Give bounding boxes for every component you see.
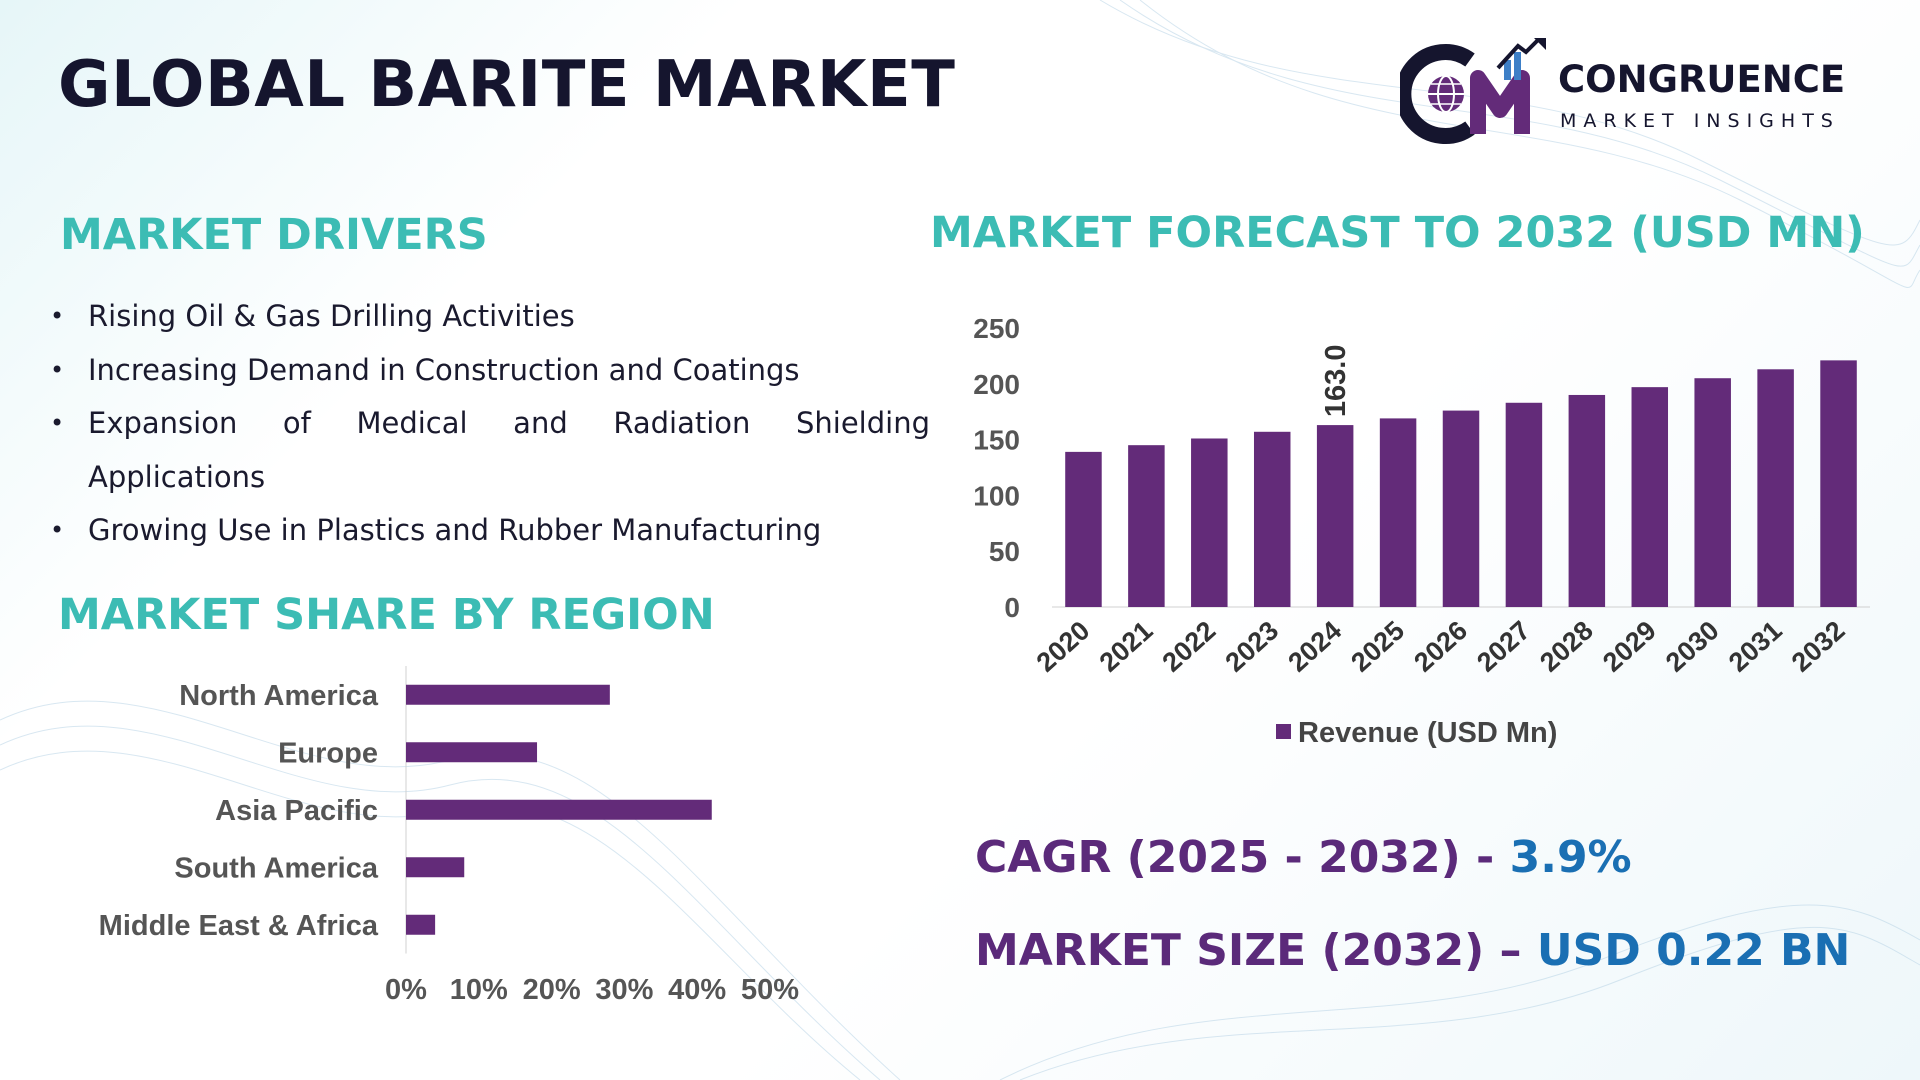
region-x-tick-label: 40% [668, 974, 726, 1006]
region-bar [406, 914, 436, 935]
forecast-bar-2030 [1694, 378, 1731, 607]
forecast-data-label: 163.0 [1320, 345, 1352, 418]
forecast-x-tick-label: 2027 [1471, 615, 1536, 677]
region-x-tick-label: 20% [523, 974, 581, 1006]
forecast-bar-2023 [1253, 431, 1291, 607]
region-bar [406, 799, 712, 820]
region-category-label: South America [174, 852, 378, 884]
forecast-x-tick-label: 2024 [1282, 615, 1347, 677]
market-drivers-heading: MARKET DRIVERS [60, 210, 488, 260]
driver-item: Increasing Demand in Construction and Co… [50, 344, 930, 398]
forecast-x-tick-label: 2026 [1408, 615, 1473, 677]
region-x-tick-label: 10% [450, 974, 508, 1006]
forecast-bar-2021 [1128, 445, 1165, 607]
region-share-bar-chart: North America Europe Asia Pacific South Ame… [99, 666, 799, 1006]
legend-swatch [1276, 724, 1291, 739]
forecast-x-tick-label: 2023 [1220, 615, 1285, 677]
company-logo: CONGRUENCE MARKET INSIGHTS [1395, 36, 1880, 148]
market-size-stat: MARKET SIZE (2032) – USD 0.22 BN [975, 925, 1850, 976]
logo-cm-mark-icon [1395, 36, 1546, 144]
cagr-value: 3.9% [1509, 832, 1632, 883]
forecast-y-tick-label: 50 [989, 536, 1020, 567]
logo-tagline: MARKET INSIGHTS [1560, 110, 1840, 132]
region-bar [406, 684, 610, 705]
region-category-label: Asia Pacific [215, 795, 378, 827]
forecast-y-tick-label: 100 [973, 480, 1020, 511]
forecast-x-tick-label: 2032 [1786, 615, 1851, 677]
forecast-bar-2027 [1505, 402, 1543, 607]
driver-item: Expansion of Medical and Radiation Shiel… [50, 397, 930, 504]
forecast-x-tick-label: 2021 [1094, 615, 1159, 677]
page-title: GLOBAL BARITE MARKET [58, 48, 956, 122]
logo-wordmark: CONGRUENCE [1558, 58, 1846, 101]
forecast-x-tick-label: 2029 [1597, 615, 1662, 677]
region-bar [406, 742, 538, 763]
legend-label: Revenue (USD Mn) [1298, 717, 1557, 749]
forecast-bar-2031 [1757, 369, 1794, 607]
forecast-x-tick-label: 2022 [1157, 615, 1222, 677]
forecast-bar-2028 [1568, 394, 1606, 607]
region-category-label: Middle East & Africa [99, 910, 379, 942]
market-forecast-heading: MARKET FORECAST TO 2032 (USD MN) [930, 208, 1865, 258]
forecast-x-tick-label: 2028 [1534, 615, 1599, 677]
cagr-label: CAGR (2025 - 2032) - [975, 832, 1510, 883]
region-bar [406, 857, 465, 878]
forecast-bar-2032 [1820, 360, 1857, 607]
forecast-y-tick-label: 250 [973, 313, 1020, 344]
forecast-bar-2022 [1191, 438, 1228, 607]
forecast-y-tick-label: 150 [973, 425, 1020, 456]
forecast-bar-2029 [1631, 387, 1669, 607]
market-size-value: USD 0.22 BN [1536, 925, 1851, 976]
forecast-x-tick-label: 2031 [1723, 615, 1788, 677]
forecast-y-tick-label: 0 [1004, 592, 1020, 623]
forecast-bar-2025 [1379, 418, 1417, 607]
forecast-x-tick-label: 2025 [1345, 615, 1410, 677]
region-category-label: Europe [278, 737, 378, 769]
region-x-tick-label: 0% [385, 974, 427, 1006]
forecast-y-tick-label: 200 [973, 369, 1020, 400]
driver-item: Rising Oil & Gas Drilling Activities [50, 290, 930, 344]
forecast-bar-2024 [1316, 425, 1354, 607]
region-category-label: North America [179, 680, 379, 712]
market-share-region-heading: MARKET SHARE BY REGION [58, 590, 715, 640]
region-x-tick-label: 50% [741, 974, 799, 1006]
market-size-label: MARKET SIZE (2032) – [975, 925, 1537, 976]
forecast-bar-2020 [1065, 451, 1102, 607]
market-drivers-list: Rising Oil & Gas Drilling Activities Inc… [50, 290, 930, 558]
forecast-bar-2026 [1442, 410, 1480, 607]
forecast-x-tick-label: 2020 [1031, 615, 1096, 677]
region-x-tick-label: 30% [595, 974, 653, 1006]
driver-item: Growing Use in Plastics and Rubber Manuf… [50, 504, 930, 558]
cagr-stat: CAGR (2025 - 2032) - 3.9% [975, 832, 1632, 883]
forecast-x-tick-label: 2030 [1660, 615, 1725, 677]
